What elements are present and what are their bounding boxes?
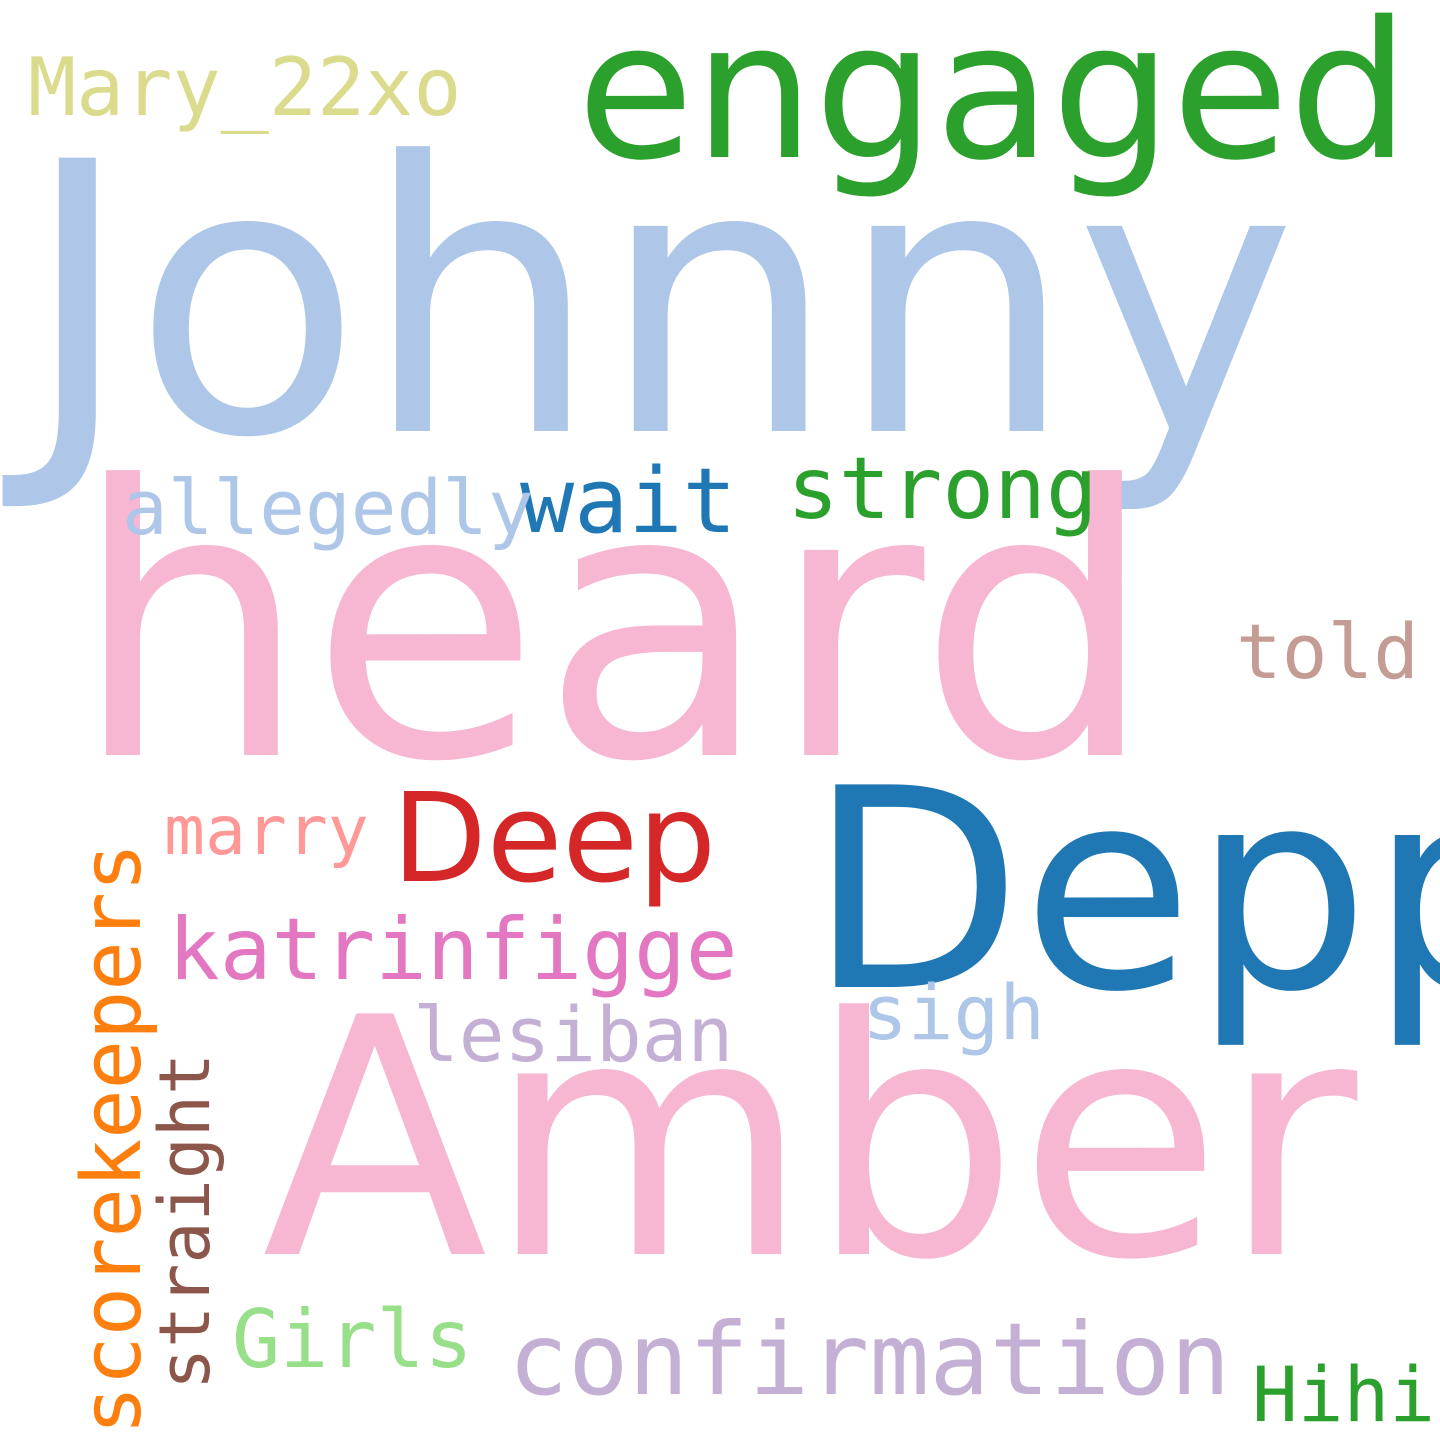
word-engaged: engaged	[577, 0, 1410, 202]
word-heard: heard	[72, 408, 1156, 844]
word-allegedly: allegedly	[122, 463, 534, 552]
word-katrinfigge: katrinfigge	[168, 900, 738, 1000]
word-confirmation: confirmation	[508, 1301, 1231, 1418]
word-scorekeepers: scorekeepers	[65, 842, 160, 1435]
word-marry: marry	[164, 792, 369, 871]
word-girls: Girls	[232, 1293, 473, 1386]
word-lesiban: lesiban	[413, 990, 734, 1079]
word-amber: Amber	[262, 948, 1358, 1332]
word-told: told	[1236, 607, 1420, 696]
word-straight: straight	[144, 1052, 226, 1390]
word-sigh: sigh	[862, 968, 1046, 1057]
word-wait: wait	[520, 449, 737, 554]
word-johnny: Johnny	[22, 84, 1297, 520]
word-deep: Deep	[392, 768, 717, 911]
word-mary-22xo: Mary_22xo	[28, 41, 462, 134]
word-hihi: Hihi	[1252, 1350, 1436, 1439]
word-depp: Depp	[808, 729, 1440, 1053]
word-strong: strong	[787, 439, 1098, 539]
